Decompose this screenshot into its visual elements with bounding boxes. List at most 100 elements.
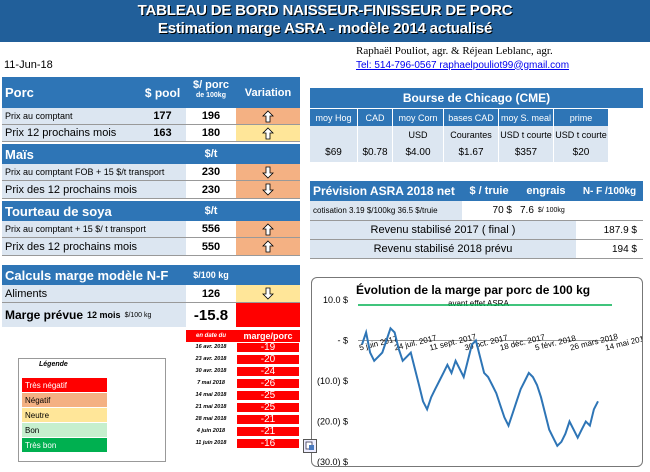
arrow-down-icon [262, 287, 274, 300]
soya-row-label: Prix des 12 prochains mois [2, 238, 186, 256]
engrais-cell: 7.6 $/ 100kg [516, 201, 576, 221]
soya-value: 556 [186, 221, 236, 238]
cotisation-label: cotisation 3.19 $/100kg 36.5 $/truie [310, 201, 462, 221]
mais-header-fill [236, 144, 300, 164]
marge-row: Marge prévue 12 mois $/100 kg [2, 303, 186, 327]
cme-value: $20 [554, 143, 609, 162]
history-date: 30 avr. 2018 [186, 366, 236, 377]
y-tick-label: 10.0 $ [323, 295, 348, 305]
col-porc-line2: de 100kg [196, 92, 226, 99]
cme-unit: USD t courte [554, 126, 609, 143]
chart-subtitle: avant effet ASRA [448, 299, 509, 308]
cme-column-header: moy S. meal [499, 109, 554, 126]
cme-column-header: prime [554, 109, 609, 126]
porc-100kg-value: 180 [186, 125, 236, 142]
page-title: TABLEAU DE BORD NAISSEUR-FINISSEUR DE PO… [137, 2, 513, 19]
history-value: -21 [236, 426, 300, 437]
porc-pool-value: 163 [139, 125, 186, 142]
history-date: 21 mai 2018 [186, 402, 236, 413]
legend-item: Neutre [22, 408, 107, 422]
revenu-2018-label: Revenu stabilisé 2018 prévu [310, 240, 576, 259]
legend-item: Bon [22, 423, 107, 437]
calculs-header-fill [236, 265, 300, 285]
calculs-unit: $/100 kg [186, 265, 236, 285]
cme-unit [310, 126, 358, 143]
history-date: 11 juin 2018 [186, 438, 236, 449]
history-date: 16 avr. 2018 [186, 342, 236, 353]
variation-cell [236, 181, 300, 199]
cme-value: $0.78 [358, 143, 393, 162]
nf-empty [576, 201, 643, 221]
history-value: -25 [236, 402, 300, 413]
history-date: 23 avr. 2018 [186, 354, 236, 365]
asra-title: Prévision ASRA 2018 net [310, 181, 462, 201]
porc-100kg-value: 196 [186, 108, 236, 125]
arrow-up-icon [262, 240, 274, 253]
legend-item: Très négatif [22, 378, 107, 392]
margin-chart[interactable]: Évolution de la marge par porc de 100 kg… [311, 277, 643, 467]
col-porc-line1: $/ porc [192, 79, 230, 91]
mais-row-label: Prix des 12 prochains mois [2, 181, 186, 199]
variation-cell [236, 164, 300, 181]
marge-sub: 12 mois [87, 310, 121, 320]
asra-col-nf: N- F /100kg [576, 181, 643, 201]
history-date: 14 mai 2018 [186, 390, 236, 401]
marge-label: Marge prévue [5, 308, 84, 322]
authors: Raphaël Pouliot, agr. & Réjean Leblanc, … [356, 44, 553, 57]
cme-value: $69 [310, 143, 358, 162]
variation-cell [236, 238, 300, 256]
history-value: -24 [236, 366, 300, 377]
marge-value: -15.8 [193, 306, 229, 324]
variation-cell [236, 285, 300, 303]
asra-col-truie: $ / truie [462, 181, 516, 201]
marge-indicator [236, 303, 300, 327]
engrais-unit: $/ 100kg [537, 207, 565, 214]
history-date-header: en date du [186, 330, 236, 342]
variation-cell [236, 108, 300, 125]
y-tick-label: (30.0) $ [317, 457, 348, 466]
arrow-up-icon [262, 109, 274, 122]
mais-unit: $/t [186, 144, 236, 164]
arrow-down-icon [262, 183, 274, 196]
arrow-up-icon [262, 222, 274, 235]
revenu-2018-value: 194 $ [576, 240, 643, 259]
soya-row-label: Prix au comptant + 15 $/ t transport [2, 221, 186, 238]
mais-value: 230 [186, 164, 236, 181]
aliments-value: 126 [186, 285, 236, 303]
cotisation-truie: 70 $ [462, 201, 516, 221]
soya-value: 550 [186, 238, 236, 256]
paste-options-icon[interactable] [303, 439, 317, 453]
legend-item: Très bon [22, 438, 107, 452]
clipboard-icon [305, 441, 314, 450]
asra-col-engrais: engrais [516, 181, 576, 201]
cme-value: $4.00 [393, 143, 444, 162]
y-tick-label: (20.0) $ [317, 417, 348, 427]
revenu-2017-value: 187.9 $ [576, 221, 643, 240]
history-date: 28 mai 2018 [186, 414, 236, 425]
soya-unit: $/t [186, 201, 236, 221]
cme-unit: USD [393, 126, 444, 143]
soya-header-fill [236, 201, 300, 221]
mais-header: Maïs [2, 144, 186, 164]
contact-link[interactable]: Tel: 514-796-0567 raphaelpouliot99@gmail… [356, 59, 570, 71]
report-date: 11-Jun-18 [4, 59, 53, 71]
engrais-value: 7.6 [520, 205, 534, 216]
soya-header: Tourteau de soya [2, 201, 186, 221]
porc-row-label: Prix 12 prochains mois [2, 125, 139, 142]
legend: Légende Très négatif Négatif Neutre Bon Très… [18, 358, 166, 462]
col-variation: Variation [236, 77, 300, 108]
history-value: -21 [236, 414, 300, 425]
title-bar: TABLEAU DE BORD NAISSEUR-FINISSEUR DE PO… [0, 0, 650, 42]
history-value: -16 [236, 438, 300, 449]
cme-column-header: moy Corn [393, 109, 444, 126]
page-subtitle: Estimation marge ASRA - modèle 2014 actu… [157, 20, 493, 37]
cme-column-header: bases CAD [444, 109, 499, 126]
history-value: -20 [236, 354, 300, 365]
mais-row-label: Prix au comptant FOB + 15 $/t transport [2, 164, 186, 181]
margin-series-line [361, 326, 599, 448]
cme-unit: USD t courte [499, 126, 554, 143]
history-date: 4 juin 2018 [186, 426, 236, 437]
calculs-header: Calculs marge modèle N-F [2, 265, 186, 285]
cme-unit: Courantes [444, 126, 499, 143]
revenu-2017-label: Revenu stabilisé 2017 ( final ) [310, 221, 576, 240]
